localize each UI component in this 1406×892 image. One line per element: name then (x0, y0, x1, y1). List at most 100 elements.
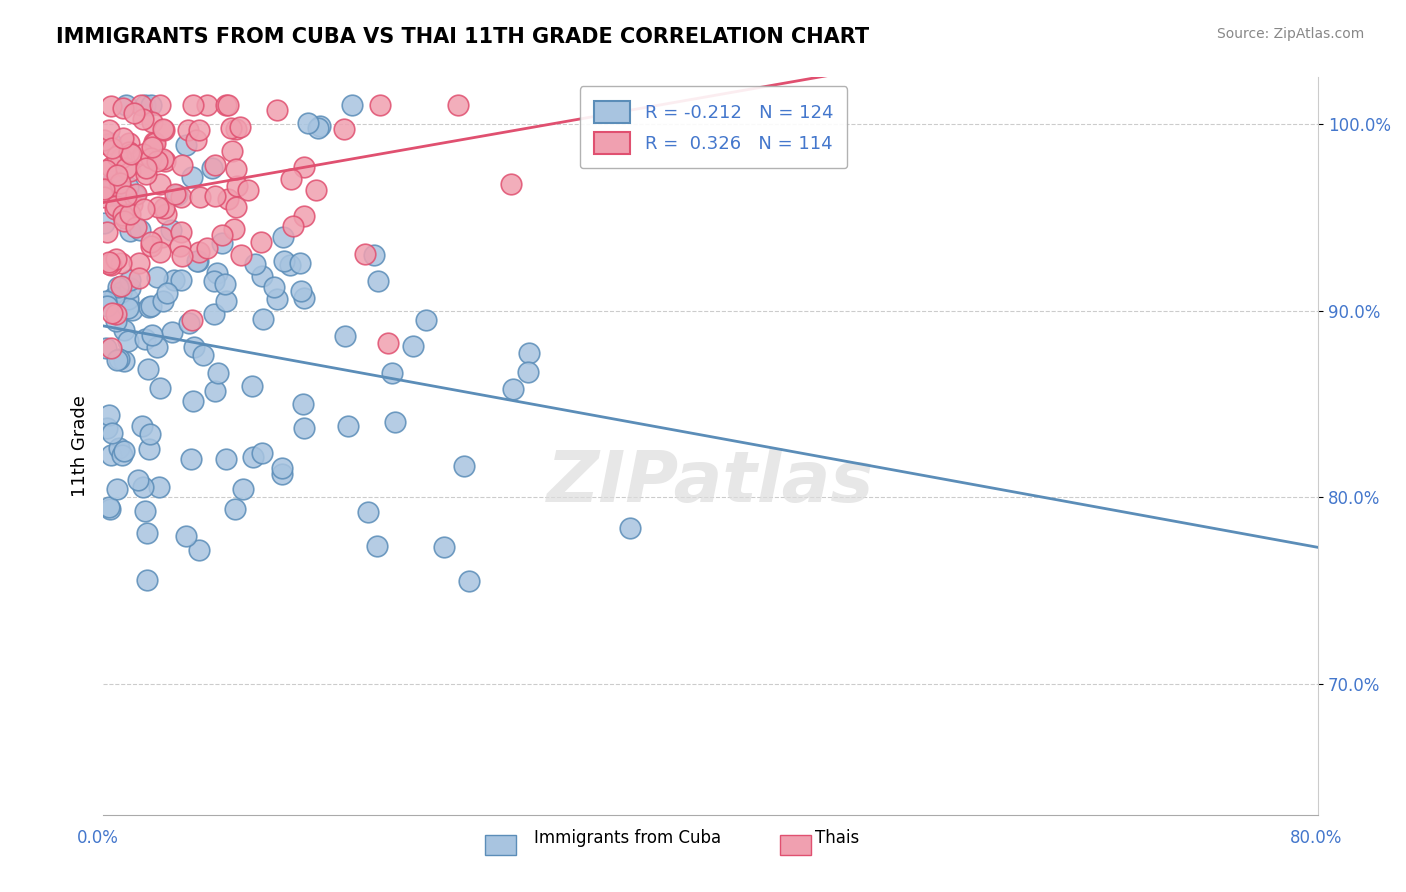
Point (139, 239, 162, 253)
Point (197, 98, 219, 112)
Point (179, 317, 201, 331)
Point (153, 154, 176, 169)
Point (243, 257, 266, 271)
Point (217, 98, 239, 112)
Point (138, 300, 160, 314)
Point (143, 135, 166, 149)
Point (100, 99, 122, 113)
Point (333, 122, 356, 136)
Point (292, 421, 315, 435)
Point (170, 158, 193, 172)
Point (114, 444, 136, 458)
Point (170, 225, 193, 239)
Point (134, 333, 156, 347)
Point (114, 189, 136, 203)
Point (118, 145, 141, 160)
Point (188, 190, 211, 204)
Point (93, 189, 115, 203)
Point (162, 273, 184, 287)
Point (117, 180, 139, 194)
Point (207, 366, 229, 380)
Point (136, 574, 159, 588)
Point (366, 539, 388, 553)
Point (292, 209, 315, 223)
Point (111, 182, 134, 196)
Point (101, 187, 124, 202)
Point (139, 300, 162, 314)
Point (517, 346, 540, 360)
Point (292, 161, 315, 175)
Point (96, 293, 118, 308)
Point (195, 241, 218, 255)
Point (104, 202, 127, 216)
Point (204, 189, 226, 203)
Point (96, 299, 118, 313)
Point (145, 269, 167, 284)
Point (110, 176, 132, 190)
Point (136, 526, 159, 541)
Point (93, 215, 115, 229)
Point (128, 270, 150, 285)
Text: 0.0%: 0.0% (77, 829, 120, 847)
Point (110, 278, 132, 293)
Point (100, 160, 122, 174)
Point (153, 123, 176, 137)
Point (219, 121, 242, 136)
Point (96, 137, 118, 152)
Point (125, 187, 148, 202)
Point (138, 442, 160, 456)
Point (342, 98, 364, 112)
Point (165, 186, 187, 201)
Point (501, 177, 523, 191)
Point (100, 341, 122, 355)
Point (104, 252, 127, 266)
Point (117, 301, 139, 316)
Point (221, 144, 243, 158)
Text: ZIPatlas: ZIPatlas (547, 449, 875, 517)
Point (266, 103, 288, 117)
Point (458, 574, 481, 588)
Point (333, 329, 356, 343)
Point (107, 279, 129, 293)
Point (132, 112, 155, 126)
Point (201, 161, 224, 176)
Point (112, 214, 135, 228)
Point (134, 504, 156, 518)
Text: 80.0%: 80.0% (1291, 829, 1343, 847)
Point (101, 174, 124, 188)
Point (225, 161, 247, 176)
Point (367, 274, 389, 288)
Point (115, 98, 138, 112)
Point (121, 303, 143, 318)
Point (94, 181, 117, 195)
Point (402, 339, 425, 353)
Point (225, 179, 247, 194)
Point (97, 408, 120, 422)
Point (118, 164, 141, 178)
Point (100, 306, 122, 320)
Point (202, 307, 225, 321)
Point (266, 292, 288, 306)
Point (181, 98, 204, 112)
Point (131, 418, 153, 433)
Point (100, 141, 122, 155)
Point (214, 98, 236, 112)
Point (160, 223, 183, 237)
Point (278, 259, 301, 273)
Point (183, 340, 205, 354)
Point (252, 311, 274, 326)
Point (273, 253, 295, 268)
Point (141, 327, 163, 342)
Text: IMMIGRANTS FROM CUBA VS THAI 11TH GRADE CORRELATION CHART: IMMIGRANTS FROM CUBA VS THAI 11TH GRADE … (56, 27, 869, 46)
Point (181, 313, 204, 327)
Point (148, 98, 170, 112)
Point (112, 131, 135, 145)
Legend: R = -0.212   N = 124, R =  0.326   N = 114: R = -0.212 N = 124, R = 0.326 N = 114 (579, 87, 848, 169)
Point (236, 183, 259, 197)
Point (193, 348, 215, 362)
Point (250, 269, 273, 284)
Point (108, 441, 131, 455)
Point (96, 225, 118, 239)
Point (363, 248, 385, 262)
Point (180, 452, 202, 467)
